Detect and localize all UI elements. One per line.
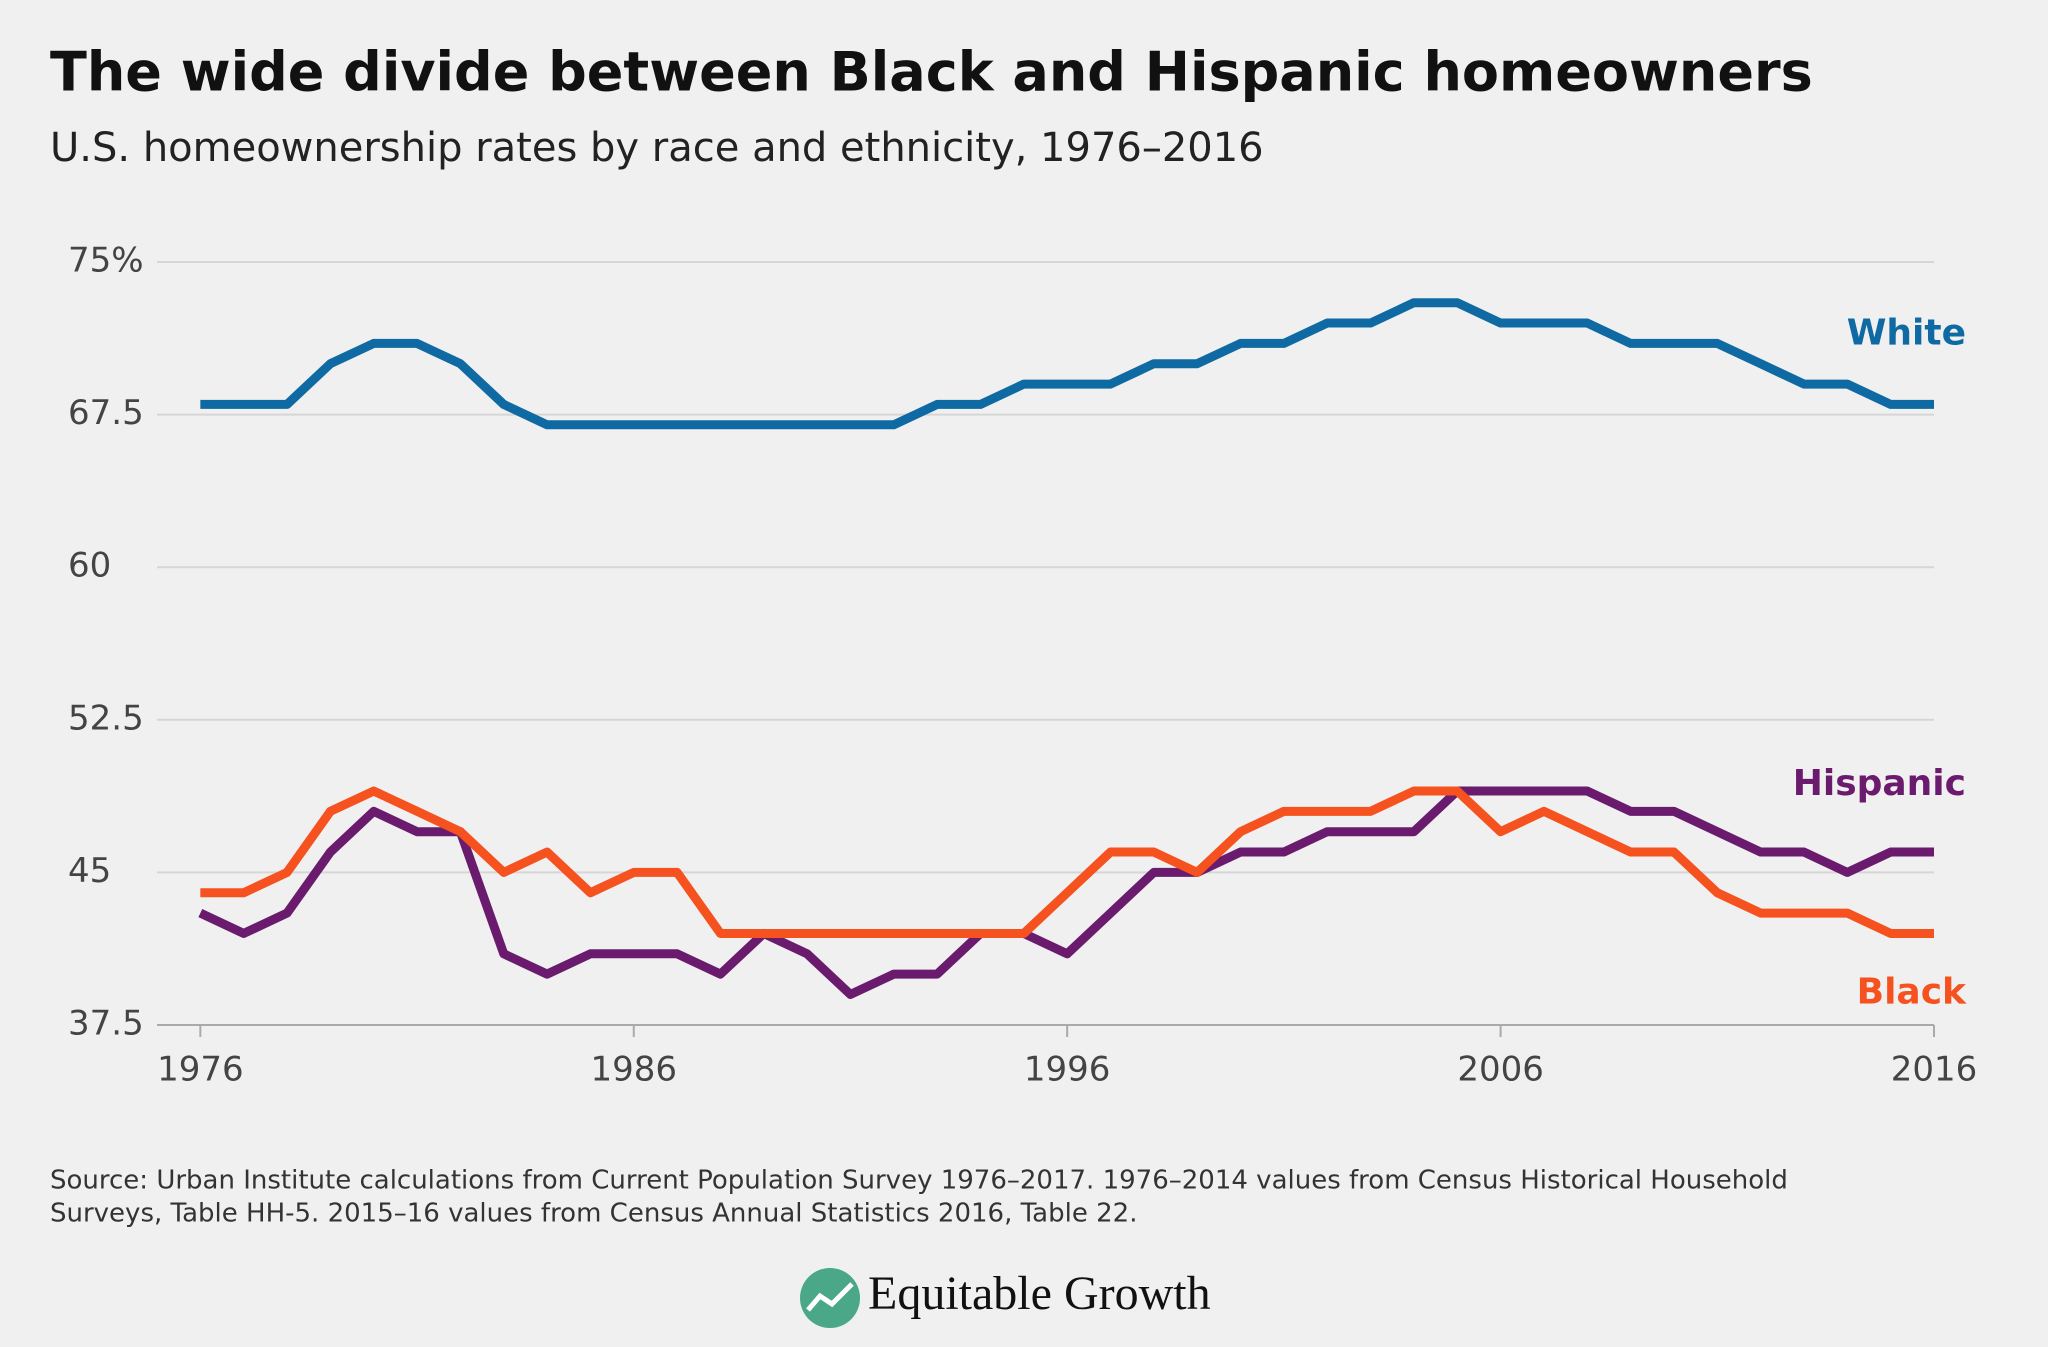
- y-tick-label: 52.5: [68, 698, 144, 738]
- y-tick-label: 37.5: [68, 1004, 144, 1044]
- chart-title: The wide divide between Black and Hispan…: [50, 41, 1813, 104]
- chart-subtitle: U.S. homeownership rates by race and eth…: [50, 125, 1264, 171]
- y-tick-label: 60: [68, 546, 111, 586]
- series-label: Black: [1857, 971, 1967, 1012]
- x-tick-label: 1986: [590, 1050, 677, 1090]
- x-tick-label: 2006: [1457, 1050, 1544, 1090]
- y-tick-label: 45: [68, 851, 111, 891]
- source-note: Surveys, Table HH-5. 2015–16 values from…: [50, 1199, 1137, 1229]
- series-label: Hispanic: [1793, 763, 1966, 804]
- y-tick-label: 75%: [68, 241, 144, 281]
- x-tick-label: 1976: [157, 1050, 244, 1090]
- series-label: White: [1847, 312, 1966, 353]
- series-line: [200, 298, 1934, 430]
- y-tick-label: 67.5: [68, 393, 144, 433]
- x-tick-label: 1996: [1024, 1050, 1111, 1090]
- source-note: Source: Urban Institute calculations fro…: [50, 1166, 1788, 1196]
- brand-name: Equitable Growth: [868, 1267, 1211, 1320]
- logo-icon: [806, 1282, 854, 1312]
- series-line: [198, 786, 1934, 999]
- x-tick-label: 2016: [1891, 1050, 1978, 1090]
- logo-icon: [800, 1268, 860, 1328]
- brand-logo: Equitable Growth: [800, 1267, 1211, 1328]
- series-line: [200, 786, 1934, 938]
